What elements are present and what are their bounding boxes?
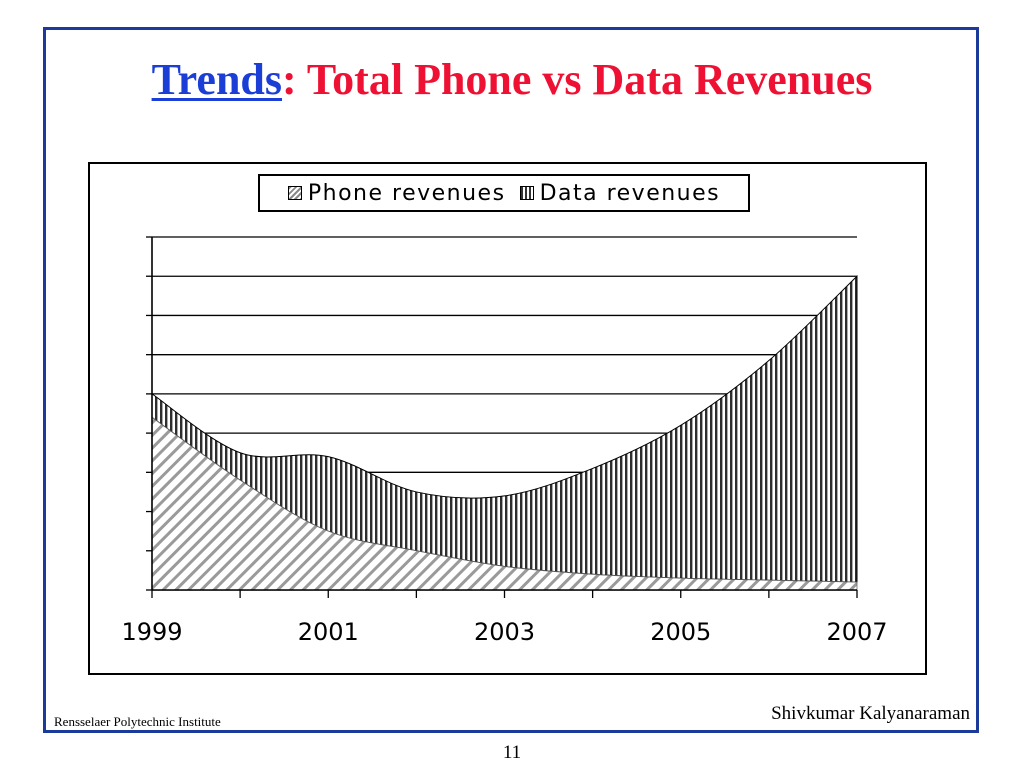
title-text: Total Phone vs Data Revenues	[296, 55, 873, 104]
x-tick-label: 2003	[474, 618, 535, 646]
chart-legend: Phone revenues Data revenues	[258, 174, 750, 212]
slide-frame	[43, 27, 979, 733]
legend-item-phone: Phone revenues	[287, 180, 506, 206]
title-separator: :	[282, 55, 297, 104]
page-number: 11	[502, 742, 522, 763]
legend-label-phone: Phone revenues	[307, 180, 506, 206]
phone-swatch-icon	[287, 186, 302, 200]
slide-title: Trends: Total Phone vs Data Revenues	[0, 58, 1024, 102]
x-tick-label: 2007	[826, 618, 887, 646]
legend-label-data: Data revenues	[539, 180, 721, 206]
x-tick-label: 2005	[650, 618, 711, 646]
footer-author: Shivkumar Kalyanaraman	[771, 703, 970, 724]
data-swatch-icon	[519, 186, 534, 200]
trends-link[interactable]: Trends	[151, 55, 283, 104]
footer-institution: Rensselaer Polytechnic Institute	[54, 714, 221, 729]
x-tick-label: 2001	[298, 618, 359, 646]
x-tick-label: 1999	[121, 618, 182, 646]
legend-item-data: Data revenues	[519, 180, 721, 206]
phone-revenues-area	[151, 416, 858, 591]
